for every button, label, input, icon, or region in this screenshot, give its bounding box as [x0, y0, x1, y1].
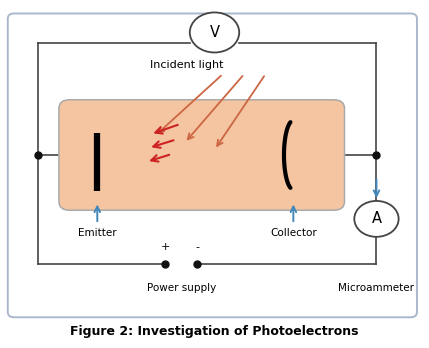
Text: +: +	[161, 242, 170, 252]
Circle shape	[190, 13, 239, 53]
Text: Emitter: Emitter	[78, 228, 117, 237]
FancyBboxPatch shape	[8, 14, 417, 317]
Text: V: V	[209, 25, 220, 40]
Text: A: A	[372, 211, 381, 227]
Text: Figure 2: Investigation of Photoelectrons: Figure 2: Investigation of Photoelectron…	[70, 325, 359, 338]
Text: Microammeter: Microammeter	[338, 283, 414, 293]
Circle shape	[354, 201, 399, 237]
Text: -: -	[196, 242, 199, 252]
Text: Collector: Collector	[270, 228, 317, 237]
Text: Incident light: Incident light	[150, 61, 224, 70]
Text: Power supply: Power supply	[147, 283, 216, 293]
FancyBboxPatch shape	[59, 100, 344, 210]
